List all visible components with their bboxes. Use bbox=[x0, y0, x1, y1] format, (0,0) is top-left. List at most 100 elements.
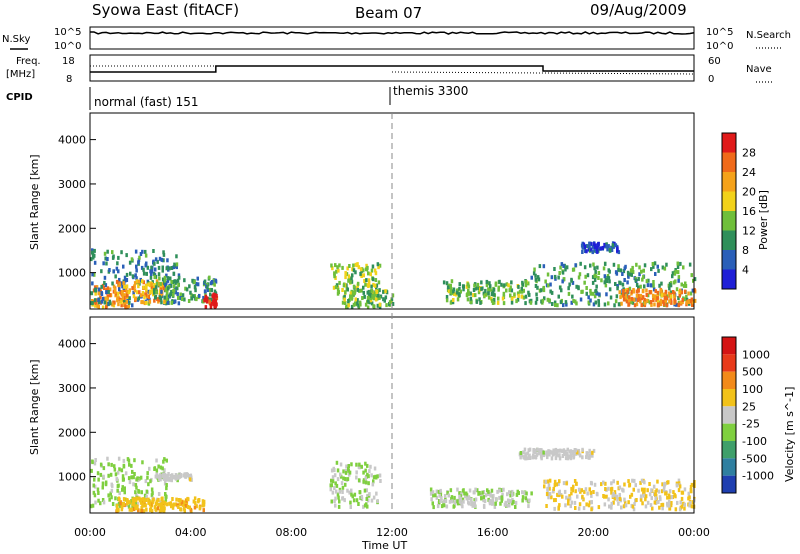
scatter-cell bbox=[669, 503, 673, 508]
scatter-cell bbox=[194, 281, 198, 286]
scatter-cell bbox=[348, 472, 351, 477]
scatter-cell bbox=[382, 297, 385, 302]
scatter-cell bbox=[592, 262, 595, 267]
scatter-cell bbox=[626, 289, 629, 294]
scatter-cell bbox=[558, 479, 561, 484]
scatter-cell bbox=[473, 503, 477, 508]
scatter-cell bbox=[565, 451, 569, 456]
scatter-cell bbox=[354, 297, 357, 302]
scatter-cell bbox=[490, 488, 494, 493]
y-tick-label: 3000 bbox=[58, 178, 86, 191]
scatter-cell bbox=[449, 488, 453, 493]
scatter-cell bbox=[610, 505, 613, 510]
scatter-cell bbox=[113, 467, 117, 472]
scatter-cell bbox=[112, 254, 115, 259]
scatter-cell bbox=[179, 498, 182, 503]
scatter-cell bbox=[344, 275, 347, 280]
scatter-cell bbox=[586, 273, 590, 278]
scatter-cell bbox=[159, 281, 162, 286]
scatter-cell bbox=[342, 469, 345, 474]
scatter-cell bbox=[612, 262, 616, 267]
scatter-cell bbox=[509, 285, 512, 290]
scatter-cell bbox=[177, 498, 181, 502]
scatter-cell bbox=[458, 293, 461, 298]
scatter-cell bbox=[491, 497, 495, 502]
x-tick-label: 04:00 bbox=[175, 526, 207, 539]
scatter-cell bbox=[555, 482, 558, 487]
colorbar-segment bbox=[722, 371, 736, 389]
scatter-cell bbox=[101, 305, 105, 310]
scatter-cell bbox=[166, 477, 169, 482]
scatter-cell bbox=[447, 289, 451, 294]
scatter-cell bbox=[565, 302, 568, 307]
scatter-cell bbox=[623, 278, 626, 282]
scatter-cell bbox=[145, 289, 148, 294]
scatter-cell bbox=[341, 265, 344, 270]
scatter-cell bbox=[480, 496, 483, 501]
scatter-cell bbox=[333, 473, 337, 478]
scatter-cell bbox=[346, 477, 350, 482]
scatter-cell bbox=[572, 299, 575, 303]
scatter-cell bbox=[523, 447, 527, 452]
scatter-cell bbox=[348, 470, 352, 475]
scatter-cell bbox=[157, 502, 160, 507]
scatter-cell bbox=[585, 451, 588, 456]
scatter-cell bbox=[628, 272, 631, 277]
scatter-cell bbox=[688, 501, 692, 506]
scatter-cell bbox=[351, 494, 354, 499]
scatter-cell bbox=[176, 478, 179, 483]
scatter-cell bbox=[627, 302, 631, 307]
scatter-cell bbox=[169, 292, 172, 296]
scatter-cell bbox=[503, 283, 506, 288]
scatter-cell bbox=[144, 503, 147, 508]
scatter-cell bbox=[149, 290, 152, 294]
scatter-cell bbox=[183, 297, 186, 302]
scatter-cell bbox=[149, 508, 152, 512]
scatter-cell bbox=[163, 481, 167, 486]
scatter-cell bbox=[534, 273, 537, 278]
x-tick-label: 00:00 bbox=[74, 526, 106, 539]
scatter-cell bbox=[153, 290, 156, 295]
scatter-cell bbox=[630, 492, 634, 497]
scatter-cell bbox=[375, 283, 379, 288]
scatter-cell bbox=[461, 497, 465, 502]
scatter-cell bbox=[617, 501, 620, 506]
scatter-cell bbox=[130, 499, 133, 503]
scatter-cell bbox=[155, 468, 159, 473]
scatter-cell bbox=[658, 283, 661, 288]
scatter-cell bbox=[485, 279, 489, 284]
scatter-cell bbox=[507, 283, 510, 288]
scatter-cell bbox=[583, 265, 587, 270]
scatter-cell bbox=[106, 296, 109, 301]
scatter-cell bbox=[514, 505, 517, 509]
scatter-cell bbox=[603, 502, 607, 507]
scatter-cell bbox=[102, 466, 106, 471]
scatter-cell bbox=[567, 291, 571, 296]
scatter-cell bbox=[614, 270, 618, 275]
scatter-cell bbox=[177, 275, 181, 280]
scatter-cell bbox=[350, 488, 353, 493]
scatter-cell bbox=[590, 500, 593, 505]
colorbar-segment bbox=[722, 172, 736, 192]
scatter-cell bbox=[524, 294, 528, 299]
scatter-cell bbox=[492, 493, 495, 498]
scatter-cell bbox=[156, 297, 159, 302]
scatter-cell bbox=[213, 304, 216, 309]
scatter-cell bbox=[683, 289, 687, 294]
scatter-cell bbox=[372, 475, 376, 480]
scatter-cell bbox=[550, 290, 554, 295]
scatter-cell bbox=[540, 299, 543, 304]
scatter-cell bbox=[668, 286, 671, 291]
scatter-cell bbox=[654, 493, 657, 497]
scatter-cell bbox=[357, 478, 361, 483]
scatter-cell bbox=[346, 266, 349, 271]
scatter-cell bbox=[680, 282, 683, 287]
scatter-cell bbox=[115, 504, 119, 508]
freq-tick-bottom: 8 bbox=[66, 74, 72, 85]
scatter-cell bbox=[145, 507, 148, 512]
scatter-cell bbox=[135, 268, 138, 273]
scatter-cell bbox=[680, 504, 684, 509]
scatter-cell bbox=[137, 284, 140, 289]
scatter-cell bbox=[366, 305, 370, 310]
scatter-cell bbox=[637, 276, 640, 281]
